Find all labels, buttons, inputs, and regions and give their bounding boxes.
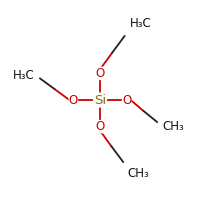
Text: O: O	[69, 94, 78, 106]
Text: H₃C: H₃C	[130, 17, 151, 30]
Text: O: O	[95, 120, 105, 133]
Text: O: O	[95, 67, 105, 80]
Text: CH₃: CH₃	[128, 167, 149, 180]
Text: CH₃: CH₃	[162, 120, 184, 133]
Text: H₃C: H₃C	[13, 69, 35, 82]
Text: O: O	[122, 94, 131, 106]
Text: Si: Si	[94, 94, 106, 106]
